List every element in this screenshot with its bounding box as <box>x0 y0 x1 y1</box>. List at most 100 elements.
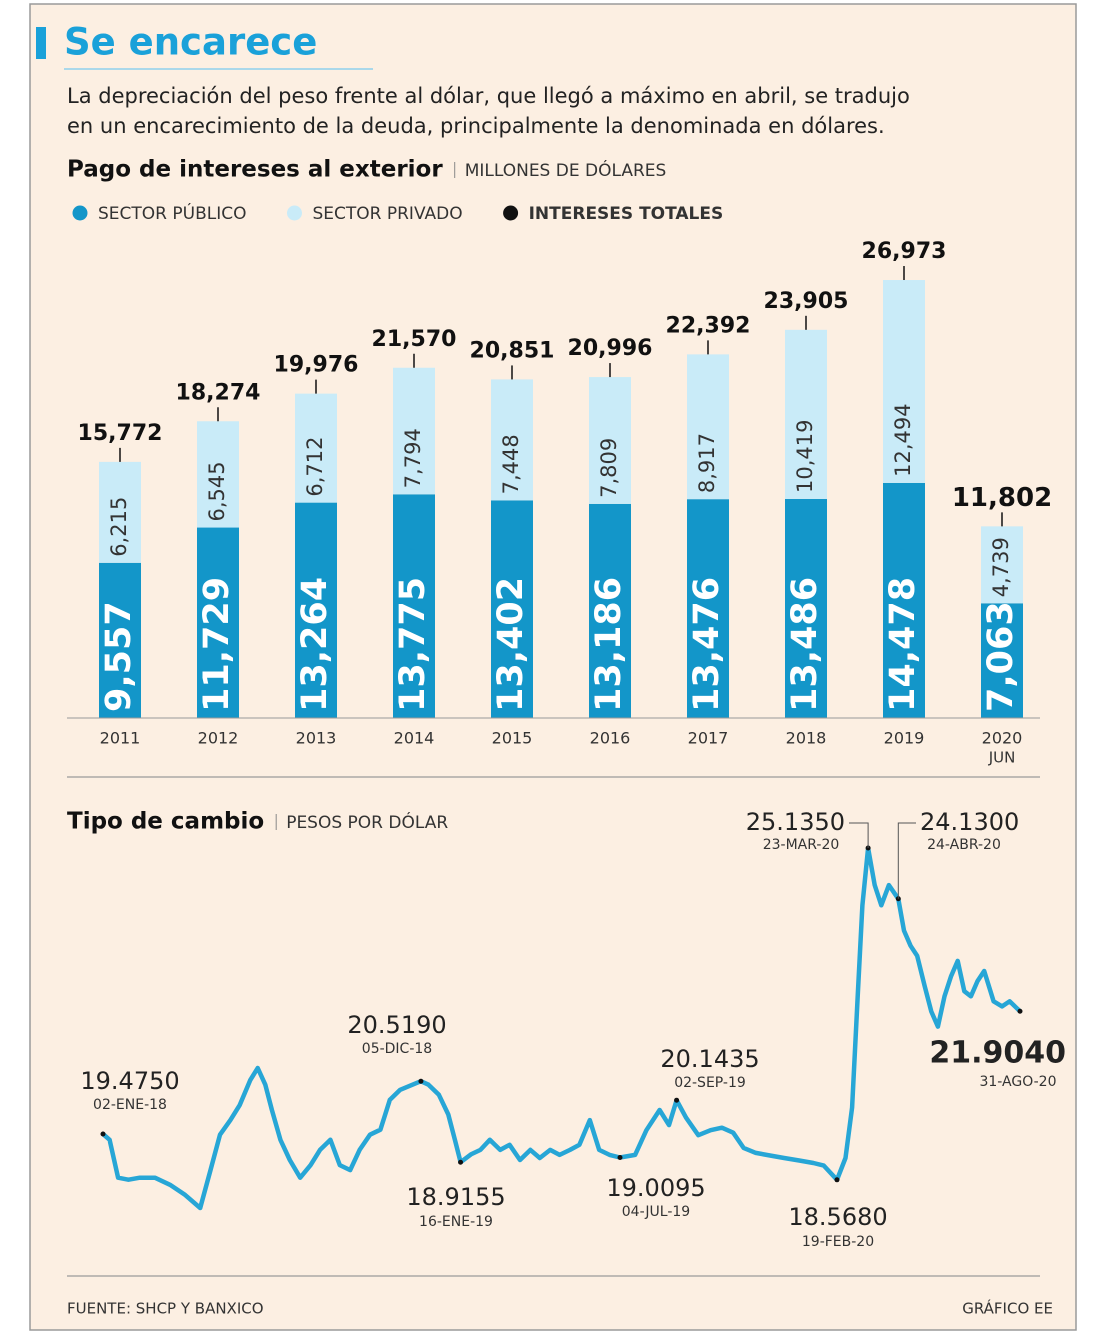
legend-swatch <box>286 205 302 221</box>
annotation-point <box>1017 1008 1023 1014</box>
page-title: Se encarece <box>64 21 317 64</box>
x-tick-label: 2015 <box>492 729 533 748</box>
annotation-point <box>458 1159 464 1165</box>
source: FUENTE: SHCP Y BANXICO <box>67 1300 264 1318</box>
total-label: 18,274 <box>176 380 261 405</box>
annotation-date: 02-SEP-19 <box>674 1075 746 1091</box>
total-label: 22,392 <box>666 313 751 338</box>
bar-value-label: 6,712 <box>303 436 327 496</box>
bar-segment <box>981 526 1023 604</box>
annotation-value: 18.5680 <box>788 1203 887 1231</box>
x-tick-label: 2016 <box>590 729 631 748</box>
annotation-value: 19.0095 <box>606 1174 705 1202</box>
legend-label: SECTOR PÚBLICO <box>98 202 246 224</box>
annotation-date: 05-DIC-18 <box>362 1041 432 1057</box>
annotation-date: 04-JUL-19 <box>622 1204 690 1220</box>
chart-unit: MILLONES DE DÓLARES <box>465 159 667 181</box>
x-tick-label: 2011 <box>100 729 141 748</box>
annotation-date: 19-FEB-20 <box>802 1234 874 1250</box>
annotation-value: 20.5190 <box>347 1011 446 1039</box>
title-bar <box>36 27 46 59</box>
total-label: 20,996 <box>568 336 653 361</box>
annotation-value: 18.9155 <box>406 1183 505 1211</box>
chart-title: Pago de intereses al exterior <box>67 157 443 183</box>
bar-value-label: 10,419 <box>793 420 817 493</box>
bar-segment <box>589 377 631 504</box>
bar-segment <box>883 482 925 718</box>
annotation-point <box>100 1131 106 1137</box>
bar-segment <box>393 494 435 718</box>
x-tick-label: 2020 <box>982 729 1023 748</box>
bar-value-label: 7,448 <box>499 434 523 494</box>
annotation-date: 16-ENE-19 <box>419 1214 493 1230</box>
bar-value-label: 13,476 <box>687 577 727 712</box>
total-label: 20,851 <box>470 338 555 363</box>
bar-segment <box>981 603 1023 718</box>
annotation-date: 02-ENE-18 <box>93 1097 167 1113</box>
subtitle-line: La depreciación del peso frente al dólar… <box>67 84 910 108</box>
legend-label: INTERESES TOTALES <box>529 204 724 224</box>
x-tick-label: 2019 <box>884 729 925 748</box>
bar-segment <box>99 562 141 718</box>
bar-value-label: 7,809 <box>597 438 621 498</box>
bar-segment <box>687 499 729 718</box>
annotation-point <box>617 1154 623 1160</box>
bar-segment <box>589 503 631 718</box>
bar-value-label: 7,794 <box>401 428 425 488</box>
bar-segment <box>491 500 533 718</box>
bar-value-label: 13,486 <box>785 577 825 712</box>
bar-value-label: 6,545 <box>205 461 229 521</box>
bar-segment <box>197 421 239 528</box>
chart-unit: PESOS POR DÓLAR <box>286 811 448 833</box>
legend-label: SECTOR PRIVADO <box>312 204 462 224</box>
period-note: JUN <box>988 749 1016 767</box>
subtitle-line: en un encarecimiento de la deuda, princi… <box>67 114 885 138</box>
bar-segment <box>197 527 239 718</box>
bar-segment <box>295 502 337 718</box>
total-label: 15,772 <box>78 421 163 446</box>
bar-value-label: 13,402 <box>491 577 531 712</box>
x-tick-label: 2012 <box>198 729 239 748</box>
credit: GRÁFICO EE <box>962 1299 1053 1318</box>
bar-value-label: 9,557 <box>99 601 139 712</box>
bar-value-label: 13,775 <box>393 577 433 712</box>
annotation-point <box>674 1097 680 1103</box>
bar-value-label: 8,917 <box>695 433 719 493</box>
bar-value-label: 13,264 <box>295 577 335 712</box>
bar-value-label: 12,494 <box>891 403 915 476</box>
annotation-date: 23-MAR-20 <box>763 837 840 853</box>
annotation-point <box>418 1078 424 1084</box>
x-tick-label: 2013 <box>296 729 337 748</box>
legend-swatch <box>72 205 88 221</box>
total-label: 26,973 <box>862 239 947 264</box>
total-label: 21,570 <box>372 327 457 352</box>
annotation-date: 24-ABR-20 <box>927 837 1001 853</box>
bar-value-label: 4,739 <box>989 537 1013 597</box>
bar-segment <box>295 393 337 503</box>
bar-value-label: 13,186 <box>589 577 629 712</box>
bar-segment <box>785 329 827 500</box>
annotation-leader <box>849 822 869 848</box>
annotation-value: 19.4750 <box>80 1067 179 1095</box>
total-label: 23,905 <box>764 289 849 314</box>
total-label: 11,802 <box>952 483 1052 513</box>
bar-segment <box>491 379 533 501</box>
annotation-leader <box>897 822 916 899</box>
annotation-point <box>834 1177 840 1183</box>
annotation-value: 20.1435 <box>660 1045 759 1073</box>
bar-segment <box>687 354 729 500</box>
annotation-value: 25.1350 <box>746 808 845 836</box>
annotation-value: 21.9040 <box>929 1036 1066 1071</box>
x-tick-label: 2014 <box>394 729 435 748</box>
annotation-value: 24.1300 <box>920 808 1019 836</box>
exchange-rate-line <box>100 845 1023 1211</box>
total-label: 19,976 <box>274 353 359 378</box>
annotation-date: 31-AGO-20 <box>979 1074 1056 1090</box>
bar-value-label: 7,063 <box>981 601 1021 712</box>
bar-segment <box>883 280 925 483</box>
x-tick-label: 2017 <box>688 729 729 748</box>
bar-segment <box>785 499 827 718</box>
x-tick-label: 2018 <box>786 729 827 748</box>
bar-value-label: 6,215 <box>107 497 131 557</box>
